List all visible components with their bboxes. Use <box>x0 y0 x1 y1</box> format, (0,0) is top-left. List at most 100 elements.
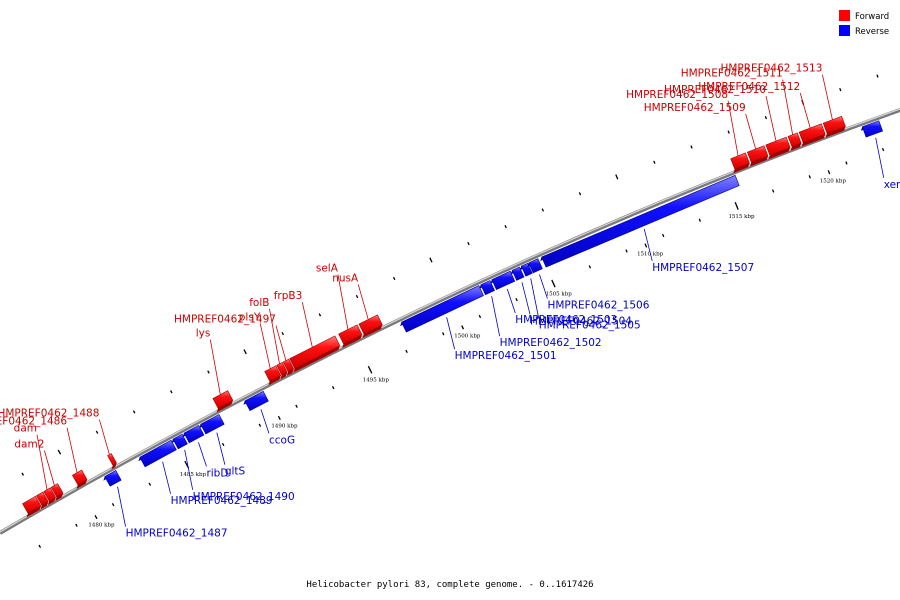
gene-label-hmpref0462-1490[interactable]: HMPREF0462_1490 <box>193 491 295 503</box>
gene-label-frpb3[interactable]: frpB3 <box>274 290 303 302</box>
gene-hmpref0462-1506[interactable] <box>527 258 543 274</box>
tick-mark <box>111 502 115 507</box>
gene-hmpref0462-1509[interactable] <box>746 145 769 167</box>
gene-leader <box>117 486 126 527</box>
gene-shadow <box>801 134 826 147</box>
gene-shadow <box>47 497 56 506</box>
gene-label-glts[interactable]: gltS <box>225 466 246 478</box>
gene-label-ccog[interactable]: ccoG <box>269 434 295 446</box>
gene-label-hmpref0462-1497[interactable]: HMPREF0462_1497 <box>174 314 276 326</box>
gene-leader <box>530 278 540 319</box>
gene-body <box>139 439 177 468</box>
gene-label-hmpref0462-1486[interactable]: HMPREF0462_1486 <box>0 416 67 428</box>
gene-label-dam2[interactable]: dam2 <box>14 438 44 450</box>
gene-dam2[interactable] <box>50 483 64 501</box>
gene-hmpref0462-1487[interactable] <box>103 470 122 487</box>
tick-mark <box>38 544 42 548</box>
gene-hmpref0462-1507[interactable] <box>540 174 740 268</box>
gene-hmpref0462-1511[interactable] <box>787 132 802 151</box>
gene-label-hmpref0462-1502[interactable]: HMPREF0462_1502 <box>500 337 602 349</box>
gene-body <box>50 483 64 498</box>
gene-hmpref0462-1510[interactable] <box>765 136 791 160</box>
gene-lys[interactable] <box>212 390 234 413</box>
gene-hmpref0462-1501[interactable] <box>400 285 484 333</box>
gene-hmpref0462-1508[interactable] <box>730 152 750 173</box>
gene-label-hmpref0462-1513[interactable]: HMPREF0462_1513 <box>720 63 822 75</box>
gene-shadow <box>749 155 768 167</box>
gene-plsy[interactable] <box>264 365 282 386</box>
gene-hmpref0462-1502[interactable] <box>479 280 495 296</box>
gene-label-hmpref0462-1509[interactable]: HMPREF0462_1509 <box>644 102 746 114</box>
gene-body <box>338 324 363 345</box>
gene-label-hmpref0462-1487[interactable]: HMPREF0462_1487 <box>126 528 228 540</box>
gene-hmpref0462-1488[interactable] <box>107 453 117 470</box>
gene-label-hmpref0462-1504[interactable]: HMPREF0462_1504 <box>530 315 632 327</box>
gene-shadow <box>268 375 281 386</box>
legend-reverse-label: Reverse <box>855 27 889 37</box>
gene-hmpref0462-1490[interactable] <box>171 433 188 450</box>
gene-hmpref0462-1513[interactable] <box>822 115 846 138</box>
gene-hmpref0462-1512[interactable] <box>798 123 826 147</box>
gene-folb[interactable] <box>276 362 288 380</box>
gene-leader <box>491 296 501 337</box>
tick-mark <box>839 87 842 92</box>
tick-mark <box>355 294 359 299</box>
tick-mark <box>281 331 284 336</box>
gene-label-hmpref0462-1506[interactable]: HMPREF0462_1506 <box>547 299 649 311</box>
gene-label-hmpref0462-1507[interactable]: HMPREF0462_1507 <box>652 262 754 274</box>
gene-label-hmpref0462-1510[interactable]: HMPREF0462_1510 <box>664 84 766 96</box>
tick-mark <box>243 349 247 355</box>
gene-body <box>104 470 122 487</box>
scale-tick-label: 1480 kbp <box>88 523 115 529</box>
gene-label-hmpref0462-1511[interactable]: HMPREF0462_1511 <box>681 68 783 80</box>
gene-hmpref0462-1486[interactable] <box>72 469 88 489</box>
gene-label-dam[interactable]: dam <box>14 423 37 435</box>
gene-label-ribd[interactable]: ribD <box>206 467 228 479</box>
gene-label-hmpref0462-1501[interactable]: HMPREF0462_1501 <box>455 350 557 362</box>
gene-hmpref0462-1489[interactable] <box>138 439 177 468</box>
gene-label-nusa[interactable]: nusA <box>332 272 359 284</box>
gene-hmpref0462-1503[interactable] <box>490 270 516 291</box>
gene-body <box>787 132 802 148</box>
gene-label-hmpref0462-1488[interactable]: HMPREF0462_1488 <box>0 408 99 420</box>
gene-label-plsy[interactable]: plsY <box>239 312 261 324</box>
gene-sela[interactable] <box>338 324 363 348</box>
tick-mark <box>653 160 656 164</box>
gene-unlabeled-0[interactable] <box>22 495 42 518</box>
gene-ccog[interactable] <box>243 390 269 412</box>
gene-body <box>861 120 884 138</box>
gene-label-hmpref0462-1508[interactable]: HMPREF0462_1508 <box>626 89 728 101</box>
gene-nusa[interactable] <box>358 314 383 338</box>
gene-body <box>765 136 791 156</box>
gene-hmpref0462-1497[interactable] <box>282 358 295 376</box>
gene-leader <box>162 461 172 494</box>
gene-leader <box>99 419 110 455</box>
gene-label-hmpref0462-1505[interactable]: HMPREF0462_1505 <box>539 319 641 331</box>
gene-label-hmpref0462-1489[interactable]: HMPREF0462_1489 <box>171 495 273 507</box>
gene-label-hmpref0462-1512[interactable]: HMPREF0462_1512 <box>698 81 800 93</box>
tick-mark <box>331 385 335 390</box>
gene-shadow <box>216 400 233 413</box>
gene-shadow <box>26 505 41 518</box>
gene-dam[interactable] <box>43 487 57 506</box>
gene-xerd2[interactable] <box>860 120 884 138</box>
gene-label-hmpref0462-1503[interactable]: HMPREF0462_1503 <box>515 314 617 326</box>
scale-tick-label: 1500 kbp <box>454 333 481 339</box>
gene-label-sela[interactable]: selA <box>316 262 339 274</box>
gene-ribd[interactable] <box>182 424 205 444</box>
gene-hmpref0462-1505[interactable] <box>519 262 533 277</box>
gene-label-lys[interactable]: lys <box>196 328 211 340</box>
tick-mark <box>21 472 25 476</box>
gene-label-xerd2[interactable]: xerD2 <box>884 179 900 191</box>
gene-label-folb[interactable]: folB <box>249 297 269 309</box>
gene-unlabeled-1[interactable] <box>35 491 49 510</box>
gene-leader <box>259 323 271 369</box>
gene-hmpref0462-1504[interactable] <box>510 266 525 281</box>
scale-tick-label: 1505 kbp <box>546 291 573 297</box>
tick-mark <box>771 189 775 193</box>
tick-mark <box>876 74 879 78</box>
gene-frpb3[interactable] <box>289 335 341 373</box>
gene-body <box>72 469 88 486</box>
tick-mark <box>295 404 298 408</box>
gene-glts[interactable] <box>199 414 225 435</box>
